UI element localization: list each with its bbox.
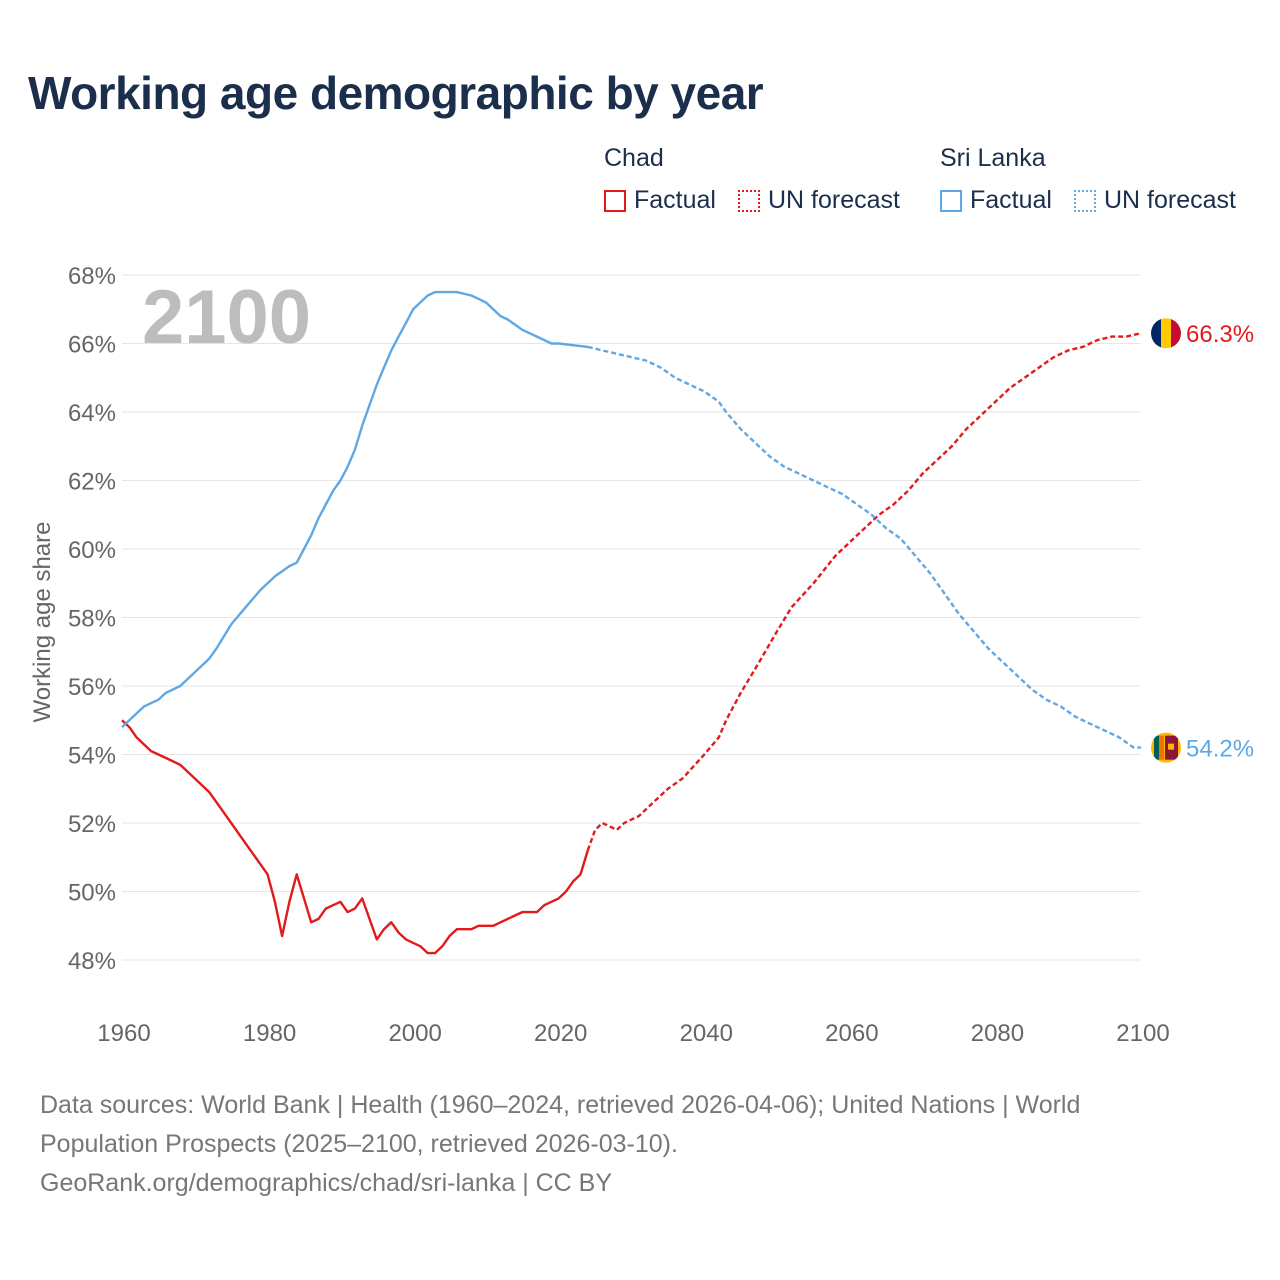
series-lines xyxy=(121,290,1142,955)
x-tick-label-1960: 1960 xyxy=(97,1020,150,1047)
series-line-sri-lanka-forecast xyxy=(587,345,1141,749)
end-label-chad: 66.3% xyxy=(1186,321,1254,348)
legend-item-sri-lanka-factual[interactable]: Factual xyxy=(940,186,1052,215)
end-markers: 66.3% 54.2% xyxy=(1151,318,1254,763)
chad-flag-icon xyxy=(1151,318,1181,349)
series-line-chad-factual xyxy=(121,719,589,955)
y-tick-label-68: 68% xyxy=(68,263,116,290)
x-tick-label-1980: 1980 xyxy=(243,1020,296,1047)
y-tick-label-50: 50% xyxy=(68,880,116,907)
y-tick-label-52: 52% xyxy=(68,811,116,838)
line-chart: 48%50%52%54%56%58%60%62%64%66%68% 1960 19… xyxy=(29,263,1254,1047)
series-line-sri-lanka-factual xyxy=(121,290,588,728)
legend-item-chad-factual[interactable]: Factual xyxy=(604,186,716,215)
legend-group-chad: Chad xyxy=(604,144,664,172)
x-tick-label-2020: 2020 xyxy=(534,1020,587,1047)
sri-lanka-flag-icon xyxy=(1151,732,1181,763)
x-tick-label-2060: 2060 xyxy=(825,1020,878,1047)
x-tick-label-2100: 2100 xyxy=(1116,1020,1169,1047)
legend-swatch-sri-lanka-forecast xyxy=(1074,189,1096,212)
legend-group-sri-lanka: Sri Lanka xyxy=(940,144,1046,172)
legend-item-sri-lanka-forecast[interactable]: UN forecast xyxy=(1074,186,1236,215)
gridlines xyxy=(122,274,1141,961)
y-tick-label-58: 58% xyxy=(68,606,116,633)
data-sources: Data sources: World Bank | Health (1960–… xyxy=(40,1086,1240,1203)
x-tick-label-2080: 2080 xyxy=(971,1020,1024,1047)
source-url[interactable]: GeoRank.org/demographics/chad/sri-lanka … xyxy=(40,1169,613,1197)
y-tick-label-64: 64% xyxy=(68,400,116,427)
chart-title: Working age demographic by year xyxy=(28,67,764,119)
year-overlay: 2100 xyxy=(142,275,311,360)
legend-label-chad-forecast: UN forecast xyxy=(768,186,900,214)
legend-swatch-sri-lanka-factual xyxy=(940,189,962,212)
data-sources-line-1: Data sources: World Bank | Health (1960–… xyxy=(40,1091,1081,1119)
legend-swatch-chad-factual xyxy=(604,189,626,212)
x-tick-label-2040: 2040 xyxy=(680,1020,733,1047)
y-tick-label-62: 62% xyxy=(68,469,116,496)
x-tick-label-2000: 2000 xyxy=(388,1020,441,1047)
y-tick-label-54: 54% xyxy=(68,743,116,770)
legend-swatch-chad-forecast xyxy=(738,189,760,212)
y-tick-label-56: 56% xyxy=(68,674,116,701)
y-tick-label-60: 60% xyxy=(68,537,116,564)
y-tick-label-66: 66% xyxy=(68,332,116,359)
y-axis-label: Working age share xyxy=(29,522,56,723)
legend-item-chad-forecast[interactable]: UN forecast xyxy=(738,186,900,215)
y-tick-label-48: 48% xyxy=(68,948,116,975)
data-sources-line-2: Population Prospects (2025–2100, retriev… xyxy=(40,1130,678,1158)
legend-label-sri-lanka-factual: Factual xyxy=(970,186,1052,214)
legend-label-sri-lanka-forecast: UN forecast xyxy=(1104,186,1236,214)
y-axis-ticks: 48% 50% 52% 54% 56% 58% 60% 62% 64% 66% 68% xyxy=(68,263,116,975)
legend-label-chad-factual: Factual xyxy=(634,186,716,214)
end-label-sri-lanka: 54.2% xyxy=(1186,736,1254,763)
series-line-chad-forecast xyxy=(586,332,1142,851)
x-axis-ticks: 1960 1980 2000 2020 2040 2060 2080 2100 xyxy=(97,1020,1169,1047)
